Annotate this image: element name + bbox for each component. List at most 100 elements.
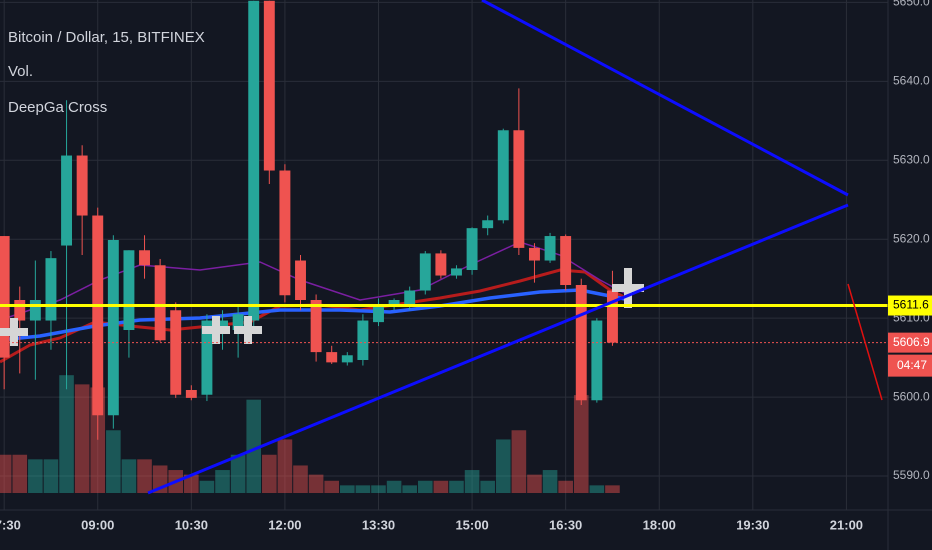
volume-bar bbox=[230, 454, 246, 493]
price-lines bbox=[0, 304, 888, 344]
volume-bar bbox=[137, 459, 152, 493]
candle-body bbox=[0, 236, 10, 358]
volume-bar bbox=[293, 465, 308, 493]
volume-bar bbox=[199, 480, 215, 493]
volume-bar bbox=[386, 480, 402, 493]
candle-body bbox=[544, 236, 556, 261]
x-tick-label: 09:00 bbox=[81, 517, 114, 532]
volume-bar bbox=[495, 439, 511, 493]
candle-body bbox=[170, 310, 182, 395]
countdown-box bbox=[888, 354, 932, 377]
volume-bar bbox=[12, 454, 28, 493]
countdown: 04:47 bbox=[897, 358, 927, 372]
candle-body bbox=[466, 228, 478, 270]
y-tick-label: 5600.0 bbox=[893, 389, 930, 403]
candle-body bbox=[139, 250, 150, 266]
volume-bar bbox=[121, 459, 137, 493]
candle-body bbox=[29, 300, 41, 321]
x-tick-label: 07:30 bbox=[0, 517, 21, 532]
volume-bar bbox=[605, 485, 620, 493]
volume-bar bbox=[28, 459, 43, 493]
volume-bar bbox=[59, 375, 74, 493]
candle-body bbox=[373, 305, 384, 323]
drawings bbox=[147, 0, 883, 495]
candle-body bbox=[123, 250, 135, 330]
volume-bar bbox=[324, 480, 339, 493]
candle-body bbox=[606, 290, 618, 343]
candles bbox=[0, 0, 618, 440]
candle-body bbox=[404, 290, 416, 306]
volume-bar bbox=[480, 480, 495, 493]
volume-layer bbox=[0, 375, 620, 493]
forecast-line bbox=[847, 283, 883, 401]
volume-bar bbox=[558, 480, 573, 493]
price-box-label: 5606.9 bbox=[893, 335, 930, 349]
candle-body bbox=[295, 260, 306, 300]
volume-bar bbox=[215, 470, 230, 493]
price-box-label: 5611.6 bbox=[893, 298, 929, 312]
candle-body bbox=[435, 253, 447, 276]
cross-signal bbox=[0, 318, 28, 346]
trend-line bbox=[147, 203, 849, 495]
axes: 5590.05600.05610.05620.05630.05640.05650… bbox=[0, 0, 930, 532]
volume-bar bbox=[184, 474, 199, 493]
candle-body bbox=[76, 155, 88, 216]
candle-body bbox=[419, 253, 431, 291]
candle-body bbox=[529, 247, 540, 261]
volume-bar bbox=[433, 480, 449, 493]
volume-bar bbox=[262, 454, 277, 493]
candle-body bbox=[451, 268, 462, 276]
volume-bar bbox=[277, 439, 293, 493]
volume-bar bbox=[527, 474, 542, 493]
cross-signal bbox=[202, 316, 230, 344]
price-box bbox=[888, 332, 932, 353]
x-tick-label: 15:00 bbox=[455, 517, 488, 532]
x-tick-label: 10:30 bbox=[175, 517, 208, 532]
candle-body bbox=[482, 220, 494, 229]
candle-body bbox=[560, 236, 572, 285]
candle-body bbox=[263, 0, 275, 171]
price-labels: 5611.6 5606.9 04:47 bbox=[888, 295, 932, 377]
candle-body bbox=[45, 258, 57, 321]
signals bbox=[0, 268, 644, 346]
candle-body bbox=[310, 300, 322, 353]
candle-body bbox=[92, 215, 104, 416]
y-tick-label: 5590.0 bbox=[893, 468, 930, 482]
volume-bar bbox=[417, 480, 433, 493]
x-tick-label: 13:30 bbox=[362, 517, 395, 532]
volume-bar bbox=[339, 485, 355, 493]
volume-bar bbox=[511, 430, 527, 493]
candle-body bbox=[326, 352, 338, 363]
x-tick-label: 16:30 bbox=[549, 517, 582, 532]
volume-bar bbox=[542, 470, 558, 493]
price-box bbox=[888, 295, 932, 316]
candle-body bbox=[154, 265, 166, 341]
candle-body bbox=[497, 130, 509, 221]
y-tick-label: 5620.0 bbox=[893, 231, 930, 245]
candle-body bbox=[591, 320, 603, 401]
candle-body bbox=[185, 390, 197, 398]
candle-body bbox=[357, 320, 369, 360]
trend-line bbox=[481, 0, 849, 197]
candle-body bbox=[388, 300, 400, 306]
x-tick-label: 19:30 bbox=[736, 517, 769, 532]
volume-bar bbox=[464, 470, 480, 493]
volume-bar bbox=[106, 430, 121, 493]
volume-bar bbox=[449, 480, 464, 493]
candle-body bbox=[14, 300, 26, 321]
volume-bar bbox=[0, 454, 12, 493]
candle-body bbox=[232, 314, 244, 330]
y-tick-label: 5640.0 bbox=[893, 73, 930, 87]
cross-signal bbox=[612, 268, 644, 308]
candle-body bbox=[201, 320, 213, 395]
candle-body bbox=[248, 0, 260, 321]
y-tick-label: 5650.0 bbox=[893, 0, 930, 9]
volume-bar bbox=[308, 474, 324, 493]
volume-bar bbox=[573, 395, 589, 493]
volume-bar bbox=[371, 485, 386, 493]
volume-bar bbox=[589, 485, 605, 493]
candle-body bbox=[61, 155, 73, 246]
candle-body bbox=[341, 355, 353, 363]
volume-bar bbox=[402, 485, 417, 493]
